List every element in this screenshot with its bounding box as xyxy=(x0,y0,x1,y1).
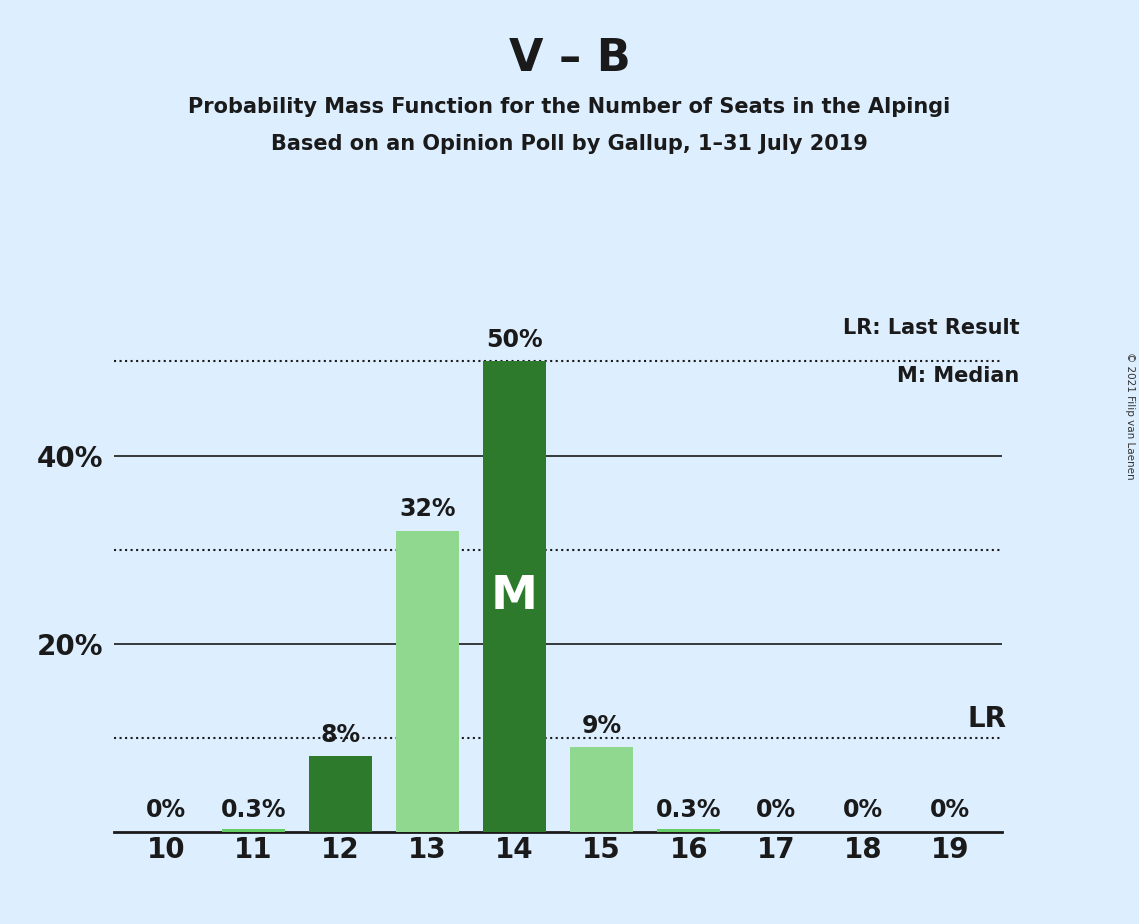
Bar xyxy=(309,757,371,832)
Text: 8%: 8% xyxy=(320,723,360,747)
Bar xyxy=(222,829,285,832)
Bar xyxy=(571,747,633,832)
Text: Probability Mass Function for the Number of Seats in the Alpingi: Probability Mass Function for the Number… xyxy=(188,97,951,117)
Text: 0%: 0% xyxy=(756,798,796,822)
Text: 0.3%: 0.3% xyxy=(656,798,721,822)
Text: 9%: 9% xyxy=(582,713,622,737)
Text: Based on an Opinion Poll by Gallup, 1–31 July 2019: Based on an Opinion Poll by Gallup, 1–31… xyxy=(271,134,868,154)
Text: V – B: V – B xyxy=(509,37,630,80)
Text: LR: LR xyxy=(968,705,1007,733)
Text: © 2021 Filip van Laenen: © 2021 Filip van Laenen xyxy=(1125,352,1134,480)
Text: 0%: 0% xyxy=(146,798,186,822)
Bar xyxy=(657,829,720,832)
Bar xyxy=(396,530,459,832)
Text: LR: Last Result: LR: Last Result xyxy=(843,318,1019,338)
Text: 0%: 0% xyxy=(843,798,883,822)
Text: 0%: 0% xyxy=(931,798,970,822)
Text: 0.3%: 0.3% xyxy=(221,798,286,822)
Text: M: Median: M: Median xyxy=(898,366,1019,386)
Text: M: M xyxy=(491,574,538,619)
Text: 50%: 50% xyxy=(486,328,543,352)
Text: 32%: 32% xyxy=(399,497,456,521)
Bar xyxy=(483,361,546,832)
